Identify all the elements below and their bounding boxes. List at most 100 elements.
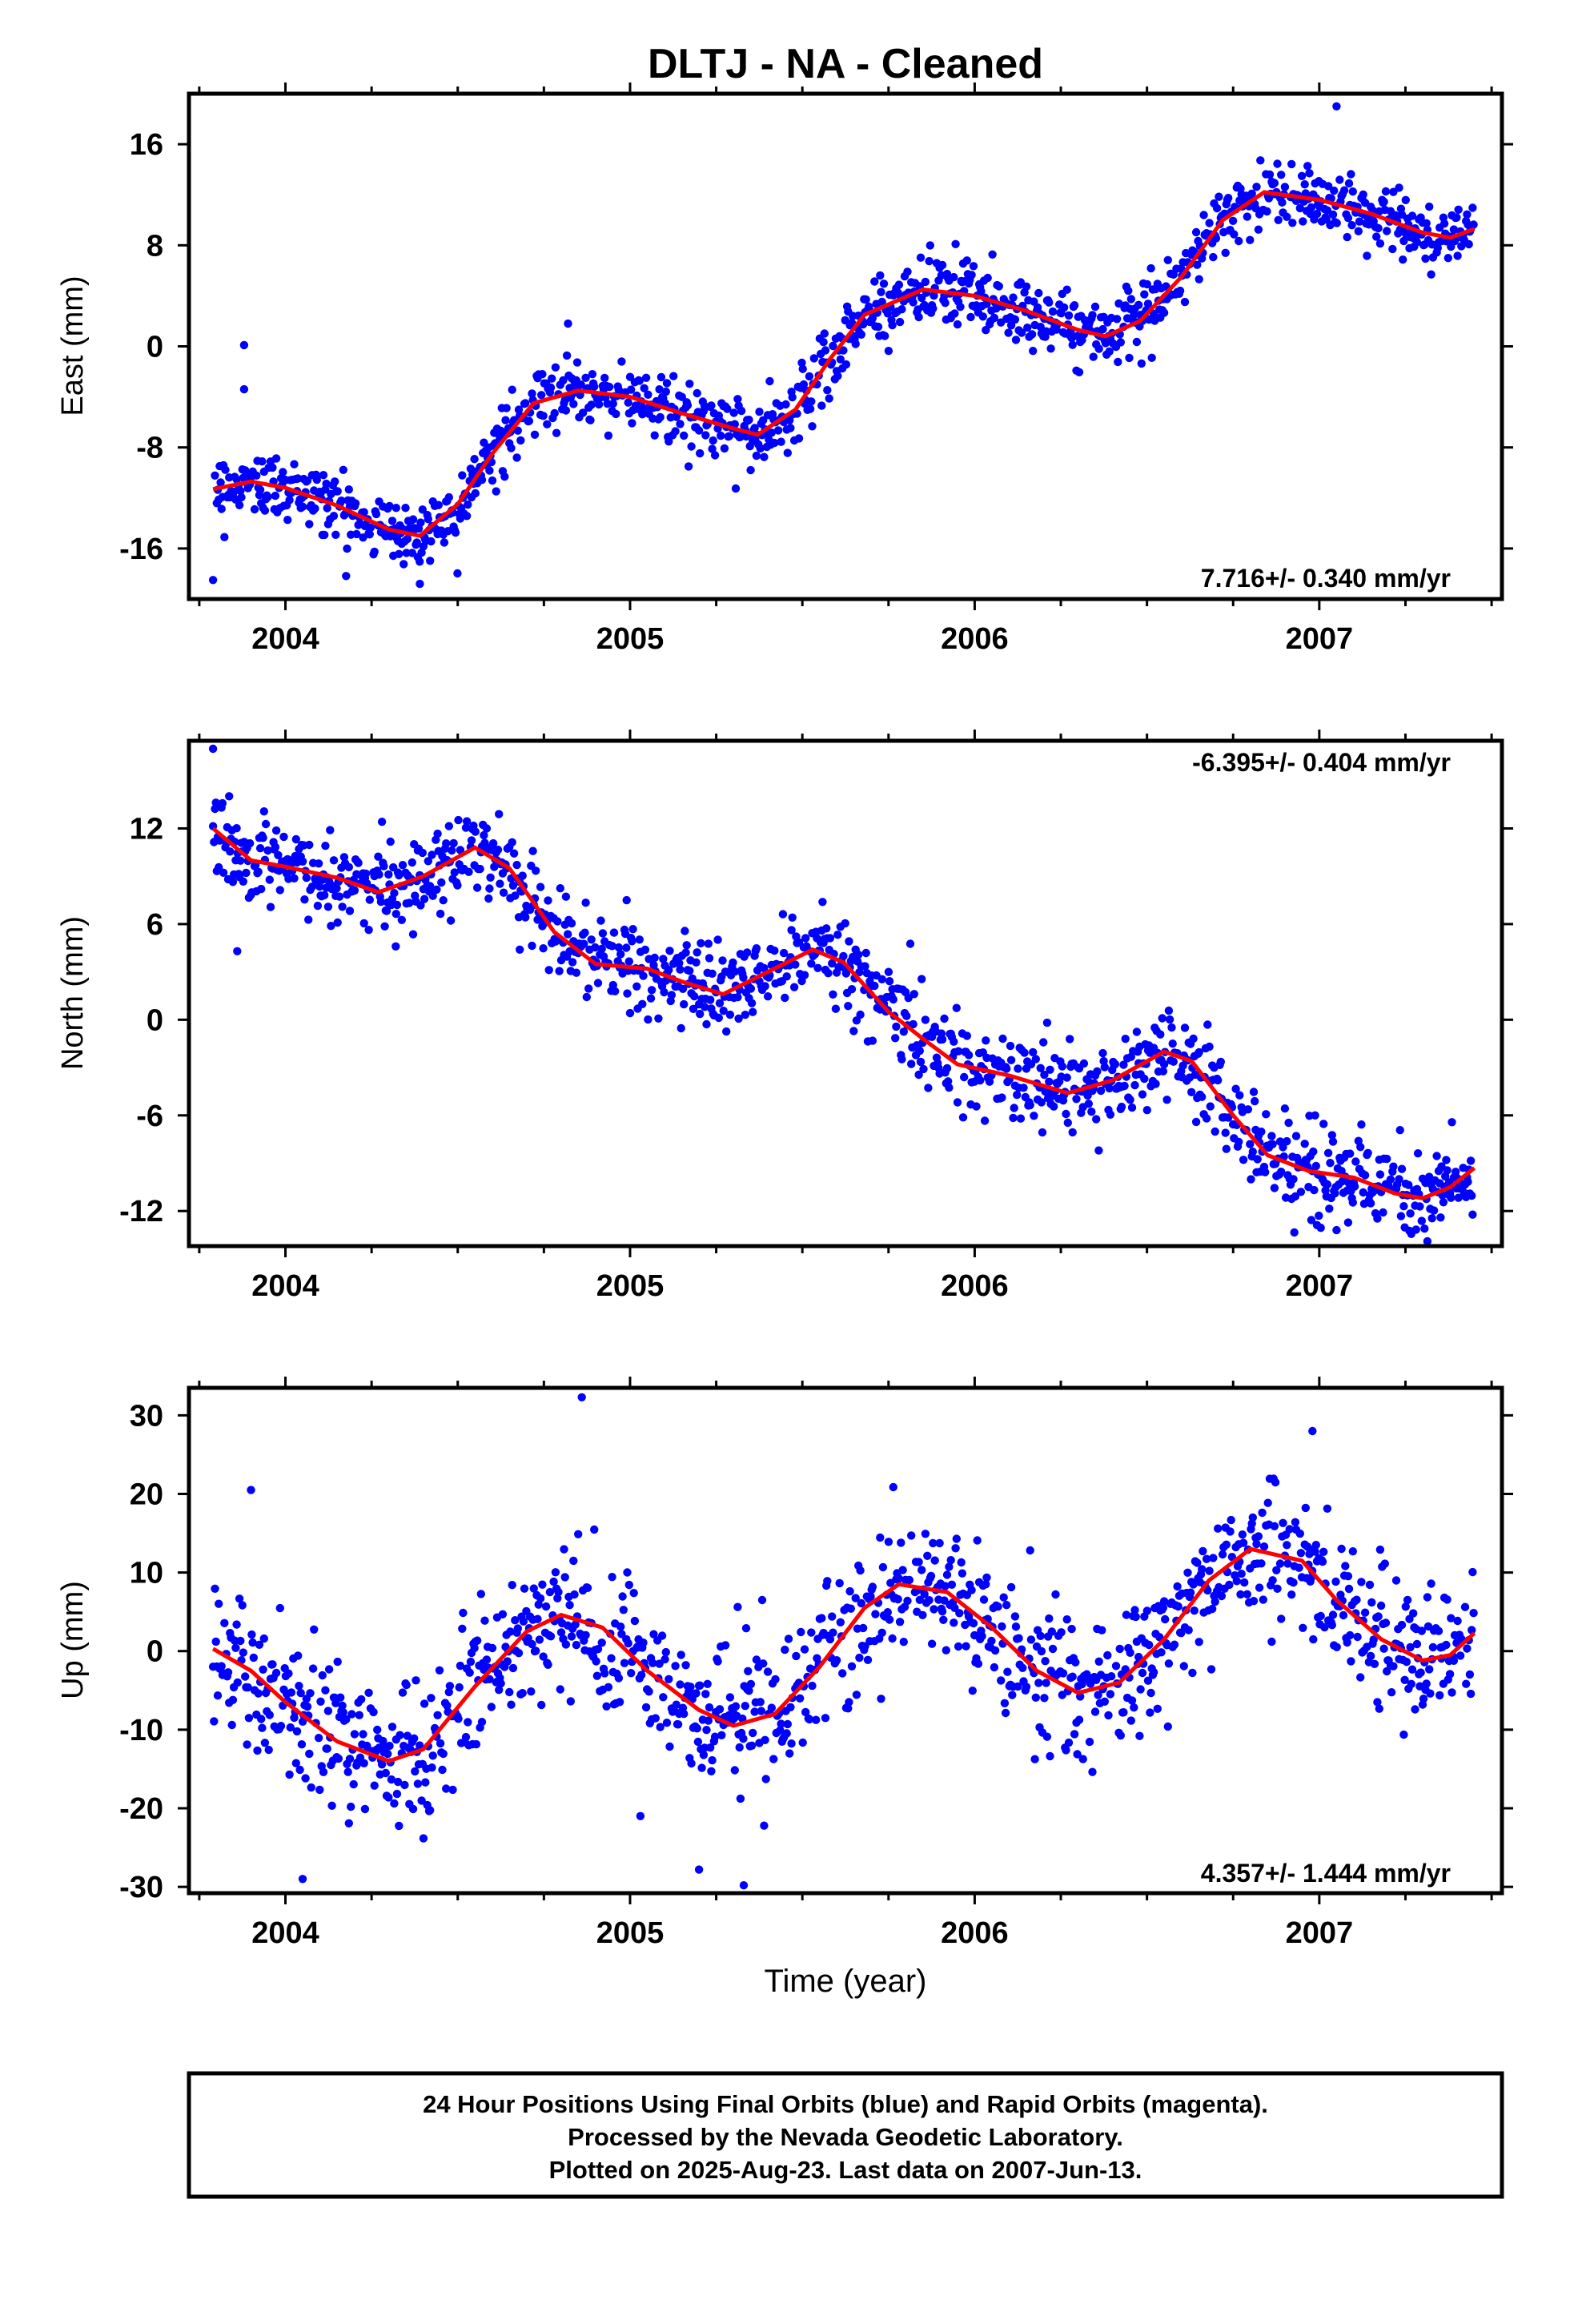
up-data-point	[593, 1645, 603, 1654]
east-data-point	[538, 370, 547, 379]
up-data-point	[1332, 1642, 1341, 1651]
up-data-point	[1449, 1656, 1459, 1665]
north-data-point	[259, 807, 268, 816]
up-data-point	[1406, 1642, 1415, 1652]
east-data-point	[1265, 170, 1275, 179]
north-data-point	[1270, 1184, 1279, 1192]
north-data-point	[313, 901, 323, 911]
north-data-point	[1267, 1132, 1276, 1140]
north-data-point	[290, 874, 299, 883]
up-data-point	[265, 1711, 274, 1719]
up-data-point	[1403, 1595, 1412, 1605]
up-data-point	[1042, 1732, 1052, 1741]
up-data-point	[507, 1700, 516, 1709]
north-data-point	[236, 856, 245, 865]
east-data-point	[799, 380, 809, 389]
north-y-tick-label: 12	[130, 812, 163, 846]
up-data-point	[1248, 1513, 1258, 1522]
up-data-point	[520, 1584, 529, 1593]
east-data-point	[640, 384, 648, 392]
north-data-point	[329, 856, 339, 865]
east-data-point	[359, 508, 368, 517]
up-data-point	[217, 1662, 226, 1671]
east-data-point	[1297, 171, 1307, 180]
up-data-point	[572, 1640, 581, 1650]
north-outlier-point	[1094, 1146, 1103, 1155]
up-data-point	[717, 1731, 726, 1739]
east-data-point	[628, 419, 636, 428]
up-data-point	[736, 1794, 745, 1803]
up-data-point	[659, 1693, 668, 1702]
up-data-point	[1078, 1679, 1086, 1689]
north-data-point	[770, 946, 779, 955]
up-data-point	[1199, 1546, 1207, 1556]
north-data-point	[484, 894, 493, 903]
up-data-point	[798, 1738, 807, 1747]
up-data-point	[1190, 1606, 1199, 1615]
up-data-point	[1239, 1538, 1248, 1547]
north-data-point	[344, 862, 353, 872]
up-data-point	[696, 1681, 705, 1690]
north-data-point	[781, 993, 789, 1003]
up-data-point	[373, 1725, 382, 1735]
north-data-point	[1331, 1188, 1339, 1198]
east-data-point	[760, 452, 769, 461]
east-data-point	[236, 486, 245, 496]
east-data-point	[1354, 227, 1363, 235]
up-data-point	[1146, 1708, 1154, 1717]
up-data-point	[210, 1717, 219, 1726]
east-data-point	[1395, 183, 1403, 192]
north-data-point	[779, 948, 789, 958]
up-data-point	[852, 1691, 861, 1699]
north-data-point	[1277, 1168, 1286, 1176]
north-data-point	[1119, 1060, 1128, 1069]
up-data-point	[1225, 1580, 1234, 1590]
up-data-point	[756, 1698, 765, 1707]
north-data-point	[1191, 1117, 1201, 1127]
up-data-point	[750, 1707, 759, 1716]
up-data-point	[677, 1651, 685, 1659]
east-data-point	[1134, 300, 1143, 309]
up-data-point	[1402, 1658, 1411, 1667]
east-data-point	[1030, 297, 1038, 306]
up-data-point	[1375, 1545, 1385, 1554]
east-data-point	[305, 520, 314, 529]
up-data-point	[498, 1610, 508, 1619]
north-data-point	[1151, 1080, 1160, 1088]
east-data-point	[1256, 156, 1265, 165]
up-data-point	[1085, 1737, 1094, 1747]
north-data-point	[1427, 1214, 1436, 1223]
up-outlier-point	[577, 1393, 586, 1402]
up-data-point	[805, 1715, 814, 1724]
up-data-point	[895, 1618, 905, 1626]
east-data-point	[1124, 286, 1133, 296]
east-data-point	[729, 408, 738, 417]
east-data-point	[604, 431, 613, 440]
up-data-point	[567, 1632, 576, 1641]
east-rate-label: 7.716+/- 0.340 mm/yr	[1201, 564, 1451, 593]
east-data-point	[562, 351, 572, 360]
up-data-point	[284, 1669, 293, 1678]
north-data-point	[715, 999, 725, 1007]
east-data-point	[969, 262, 978, 271]
east-data-point	[1443, 254, 1453, 263]
east-data-point	[588, 370, 597, 379]
north-data-point	[696, 1009, 705, 1019]
east-data-point	[250, 505, 259, 514]
up-data-point	[506, 1627, 515, 1636]
north-data-point	[386, 837, 395, 846]
north-data-point	[228, 878, 238, 887]
north-data-point	[345, 907, 355, 915]
north-data-point	[623, 989, 632, 998]
up-data-point	[1010, 1612, 1020, 1621]
east-data-point	[444, 493, 453, 502]
up-data-point	[456, 1661, 465, 1671]
up-outlier-point	[298, 1875, 307, 1884]
up-data-point	[488, 1643, 497, 1653]
east-data-point	[1010, 315, 1020, 324]
up-data-point	[355, 1711, 363, 1719]
north-data-point	[1439, 1198, 1448, 1207]
east-model-curve	[212, 190, 1476, 538]
north-data-point	[1142, 1106, 1152, 1115]
